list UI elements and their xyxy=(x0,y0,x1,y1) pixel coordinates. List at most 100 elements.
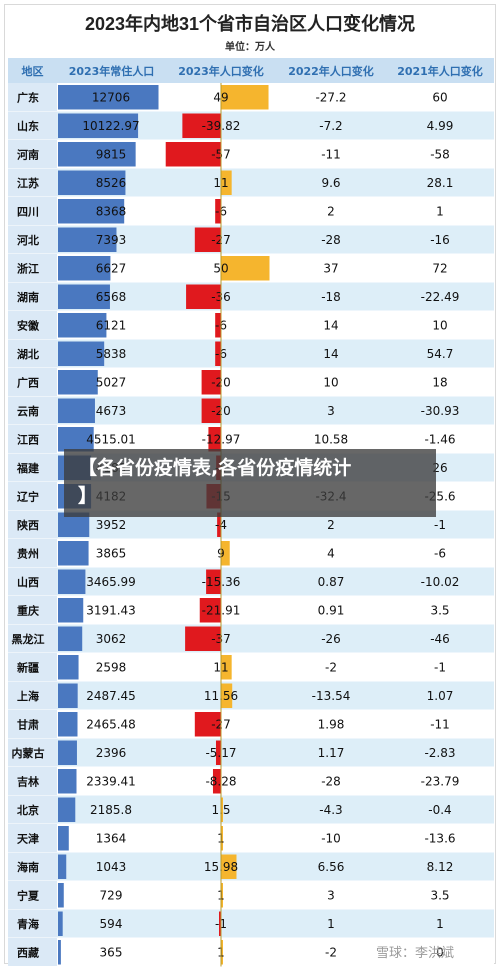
population-bar xyxy=(58,256,111,281)
region-label: 吉林 xyxy=(17,774,39,788)
change-2021-value: 54.7 xyxy=(427,347,454,361)
region-label: 湖北 xyxy=(17,347,39,361)
population-value: 4673 xyxy=(96,404,127,418)
region-label: 山西 xyxy=(17,575,39,589)
change-2021-value: -1 xyxy=(434,518,446,532)
change-2022-value: -2 xyxy=(325,660,337,674)
population-value: 2339.41 xyxy=(86,774,136,788)
change-2022-value: -7.2 xyxy=(319,119,342,133)
region-cell xyxy=(8,681,57,710)
change-2023-bar xyxy=(182,113,221,138)
population-bar xyxy=(58,313,107,338)
region-label: 北京 xyxy=(17,803,39,817)
column-header-4: 2021年人口变化 xyxy=(397,64,483,78)
table-row xyxy=(57,567,494,596)
population-value: 6568 xyxy=(96,290,127,304)
region-cell xyxy=(8,824,57,853)
region-label: 辽宁 xyxy=(17,489,39,503)
population-bar xyxy=(58,85,159,110)
region-label: 贵州 xyxy=(17,546,39,560)
population-bar xyxy=(58,113,139,138)
change-2022-value: 2 xyxy=(327,204,335,218)
region-label: 湖南 xyxy=(17,290,39,304)
change-2022-value: 6.56 xyxy=(318,860,345,874)
population-bar xyxy=(58,398,95,423)
change-2022-value: 3 xyxy=(327,888,335,902)
column-header-1: 2023年常住人口 xyxy=(69,64,155,78)
change-2023-bar xyxy=(215,341,221,366)
region-cell xyxy=(8,510,57,539)
population-bar xyxy=(58,883,64,908)
population-value: 2465.48 xyxy=(86,717,136,731)
change-2023-bar xyxy=(219,911,221,936)
change-2022-value: -4.3 xyxy=(319,803,342,817)
table-row xyxy=(57,396,494,425)
region-label: 四川 xyxy=(17,205,39,218)
region-label: 海南 xyxy=(17,860,39,874)
region-label: 广西 xyxy=(17,375,39,389)
change-2021-value: -1.46 xyxy=(424,432,455,446)
region-cell xyxy=(8,396,57,425)
population-value: 8368 xyxy=(96,204,127,218)
population-value: 4515.01 xyxy=(86,432,136,446)
region-cell xyxy=(8,852,57,881)
change-2021-value: 18 xyxy=(432,375,447,389)
table-row xyxy=(57,225,494,254)
region-label: 内蒙古 xyxy=(12,746,45,760)
headline-overlay: 【各省份疫情表,各省份疫情统计 】 xyxy=(64,449,436,517)
watermark: 雪球：李洪斌 xyxy=(376,946,455,961)
region-cell xyxy=(8,453,57,482)
region-label: 青海 xyxy=(17,917,39,931)
population-bar xyxy=(58,769,77,794)
table-row xyxy=(57,824,494,853)
change-2021-value: 1 xyxy=(436,917,444,931)
change-2022-value: -28 xyxy=(321,233,341,247)
region-cell xyxy=(8,225,57,254)
change-2022-value: 37 xyxy=(323,261,338,275)
population-bar xyxy=(58,170,126,195)
change-2022-value: -28 xyxy=(321,774,341,788)
population-bar xyxy=(58,940,61,965)
region-label: 山东 xyxy=(17,119,39,133)
change-2021-value: -22.49 xyxy=(421,290,460,304)
table-row xyxy=(57,539,494,568)
change-2023-bar xyxy=(206,569,221,594)
region-cell xyxy=(8,909,57,938)
population-bar xyxy=(58,797,76,822)
region-label: 江西 xyxy=(17,432,39,446)
population-value: 2598 xyxy=(96,660,127,674)
change-2021-value: -23.79 xyxy=(421,774,460,788)
population-bar xyxy=(58,427,94,452)
population-bar xyxy=(58,142,136,167)
change-2023-bar xyxy=(215,740,221,765)
change-2023-bar xyxy=(194,712,221,737)
population-bar xyxy=(58,598,84,623)
change-2023-bar xyxy=(221,797,223,822)
population-value: 1043 xyxy=(96,860,127,874)
population-value: 7393 xyxy=(96,233,127,247)
change-2022-value: 14 xyxy=(323,347,338,361)
population-value: 594 xyxy=(100,917,123,931)
population-value: 9815 xyxy=(96,147,127,161)
region-cell xyxy=(8,83,57,112)
region-cell xyxy=(8,197,57,226)
change-2023-bar xyxy=(208,427,221,452)
change-2023-bar xyxy=(199,598,221,623)
change-2023-bar xyxy=(185,626,221,651)
region-cell xyxy=(8,254,57,283)
region-cell xyxy=(8,738,57,767)
table-row xyxy=(57,710,494,739)
population-value: 2487.45 xyxy=(86,689,136,703)
change-2023-bar xyxy=(212,769,221,794)
table-row xyxy=(57,339,494,368)
population-value: 729 xyxy=(100,888,123,902)
change-2023-bar xyxy=(165,142,221,167)
headline-line-2: 】 xyxy=(78,485,98,507)
change-2023-bar xyxy=(221,940,223,965)
change-2023-bar xyxy=(194,227,221,252)
table-row xyxy=(57,596,494,625)
change-2021-value: -58 xyxy=(430,147,450,161)
change-2021-value: -16 xyxy=(430,233,450,247)
region-label: 安徽 xyxy=(17,318,40,332)
change-2022-value: 3 xyxy=(327,404,335,418)
